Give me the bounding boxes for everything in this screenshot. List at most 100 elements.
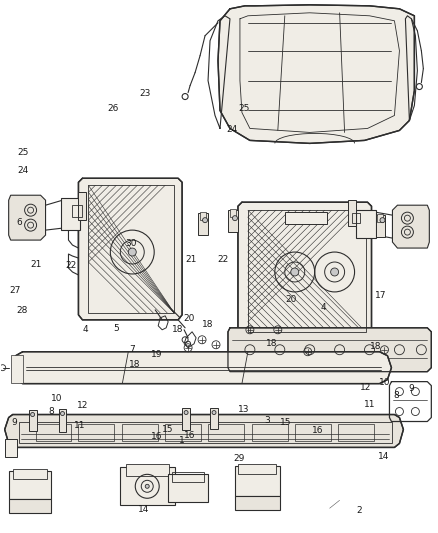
Text: 20: 20 (184, 314, 195, 323)
Bar (375, 215, 385, 237)
Text: 24: 24 (18, 166, 29, 175)
Text: 18: 18 (129, 360, 141, 369)
Bar (120, 467, 175, 505)
Text: 11: 11 (364, 400, 375, 409)
Text: 8: 8 (48, 407, 54, 416)
Bar (172, 472, 204, 482)
Bar (198, 213, 208, 235)
Text: 17: 17 (375, 291, 386, 300)
Text: 4: 4 (83, 325, 88, 334)
Text: 29: 29 (233, 454, 244, 463)
Text: 7: 7 (129, 345, 134, 354)
Text: 12: 12 (360, 383, 371, 392)
Bar (210, 408, 218, 430)
Text: 15: 15 (279, 418, 291, 427)
Bar (122, 424, 158, 441)
Bar (165, 424, 201, 441)
Bar (72, 205, 82, 217)
Circle shape (184, 410, 188, 415)
Circle shape (212, 410, 216, 415)
Text: 2: 2 (356, 506, 361, 515)
Circle shape (60, 411, 64, 416)
Text: 28: 28 (16, 305, 27, 314)
Bar (238, 464, 276, 474)
Text: 9: 9 (11, 418, 17, 427)
Circle shape (145, 484, 149, 488)
Bar (60, 198, 81, 230)
Text: 16: 16 (311, 426, 323, 434)
Text: 18: 18 (202, 320, 214, 329)
Text: 25: 25 (18, 148, 29, 157)
Bar (28, 409, 37, 432)
Bar (338, 424, 374, 441)
Text: 21: 21 (31, 260, 42, 269)
Text: 20: 20 (285, 295, 297, 304)
Circle shape (202, 217, 208, 223)
Text: 23: 23 (139, 90, 151, 98)
Bar (78, 192, 86, 220)
Polygon shape (238, 202, 371, 340)
Bar (235, 466, 280, 496)
Bar (19, 422, 392, 443)
Bar (352, 213, 360, 223)
Bar (9, 471, 50, 499)
Text: 18: 18 (370, 342, 381, 351)
Bar (248, 210, 366, 332)
Text: 13: 13 (238, 406, 250, 415)
Bar (13, 470, 46, 479)
Bar (5, 439, 17, 457)
Bar (200, 212, 206, 220)
Polygon shape (13, 352, 392, 384)
Bar (356, 210, 375, 238)
Text: 11: 11 (74, 422, 85, 430)
Polygon shape (78, 178, 182, 320)
Bar (35, 424, 71, 441)
Text: 6: 6 (16, 219, 22, 228)
Polygon shape (5, 415, 403, 447)
Bar (228, 210, 238, 232)
Text: 18: 18 (265, 339, 277, 348)
Text: 3: 3 (264, 416, 270, 425)
Text: 4: 4 (321, 303, 327, 312)
Text: 16: 16 (184, 431, 195, 440)
Circle shape (128, 248, 136, 256)
Text: 12: 12 (77, 401, 88, 410)
Text: 18: 18 (172, 325, 183, 334)
Bar (88, 185, 174, 313)
Text: 8: 8 (393, 391, 399, 400)
Text: 15: 15 (162, 425, 173, 433)
Text: 22: 22 (218, 255, 229, 263)
Text: 25: 25 (239, 104, 250, 112)
Circle shape (291, 268, 299, 276)
Text: 21: 21 (186, 255, 197, 264)
Text: 10: 10 (51, 394, 62, 403)
Circle shape (331, 268, 339, 276)
Bar (168, 474, 208, 502)
Polygon shape (218, 5, 414, 143)
Bar (11, 355, 23, 383)
Text: 14: 14 (138, 505, 150, 514)
Bar (230, 209, 236, 217)
Polygon shape (9, 195, 46, 240)
Bar (59, 409, 67, 432)
Text: 14: 14 (378, 451, 390, 461)
Bar (182, 408, 190, 431)
Text: 30: 30 (125, 239, 137, 248)
Polygon shape (392, 205, 429, 248)
Bar (348, 200, 356, 226)
Polygon shape (228, 328, 431, 372)
Text: 24: 24 (226, 125, 238, 134)
Text: 19: 19 (151, 350, 163, 359)
Text: 10: 10 (379, 378, 391, 387)
Circle shape (233, 216, 237, 221)
Bar (295, 424, 331, 441)
Bar (252, 424, 288, 441)
Bar (126, 464, 169, 477)
Text: 1: 1 (179, 437, 185, 445)
Text: 27: 27 (9, 286, 20, 295)
Circle shape (31, 413, 35, 416)
Text: 9: 9 (408, 384, 414, 393)
Text: 5: 5 (113, 324, 119, 333)
Text: 26: 26 (108, 104, 119, 112)
Text: 16: 16 (151, 432, 163, 441)
